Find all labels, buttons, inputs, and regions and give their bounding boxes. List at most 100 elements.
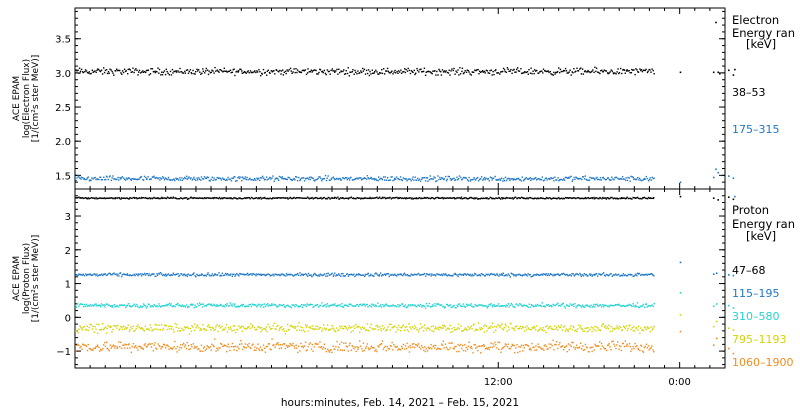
data-point <box>509 70 511 72</box>
data-point <box>236 306 238 308</box>
data-point <box>403 177 406 180</box>
data-point <box>540 197 543 199</box>
data-point <box>170 303 172 305</box>
data-point <box>466 179 469 181</box>
data-point <box>249 70 252 72</box>
data-point <box>123 68 126 70</box>
data-point <box>303 304 305 306</box>
data-point <box>525 197 527 200</box>
data-point <box>278 71 280 73</box>
data-point <box>402 197 405 200</box>
data-point <box>342 272 344 275</box>
data-point <box>431 273 433 275</box>
data-point <box>79 303 82 305</box>
data-point <box>151 342 153 345</box>
data-point <box>236 329 239 331</box>
data-point <box>245 328 248 330</box>
data-point <box>342 177 344 179</box>
data-point <box>317 177 319 180</box>
data-point <box>118 179 120 181</box>
data-point <box>496 273 498 275</box>
data-point <box>368 197 371 200</box>
data-point <box>601 306 603 308</box>
data-point <box>163 70 166 72</box>
data-point <box>112 305 114 307</box>
data-point <box>206 345 208 347</box>
data-point <box>606 326 609 328</box>
data-point <box>515 179 517 181</box>
data-point <box>202 350 204 352</box>
data-point <box>93 70 95 73</box>
data-point <box>228 178 230 181</box>
data-point <box>138 197 141 199</box>
data-point <box>318 176 320 178</box>
data-point <box>349 327 351 329</box>
data-point <box>525 71 528 74</box>
data-point <box>466 273 469 275</box>
data-point <box>185 69 188 71</box>
data-point <box>408 351 411 353</box>
data-point <box>485 69 488 71</box>
data-point <box>395 72 397 74</box>
data-point <box>194 197 196 199</box>
data-point <box>443 307 446 309</box>
data-point <box>571 71 573 73</box>
data-point <box>502 346 505 348</box>
data-point <box>632 303 634 305</box>
data-point <box>600 70 602 72</box>
data-point <box>613 343 615 345</box>
data-point <box>237 346 239 348</box>
data-point <box>133 196 135 199</box>
data-point <box>472 197 474 199</box>
data-point <box>294 273 296 276</box>
data-point <box>651 329 653 331</box>
data-point <box>177 302 179 305</box>
data-point <box>533 73 535 75</box>
data-point <box>516 344 518 346</box>
data-point <box>224 344 227 347</box>
data-point <box>317 73 319 75</box>
data-point <box>456 176 458 178</box>
data-point <box>312 328 314 330</box>
data-point <box>477 274 479 277</box>
data-point <box>634 306 636 308</box>
data-point <box>494 70 496 72</box>
data-point <box>425 71 427 73</box>
data-point <box>545 345 548 348</box>
data-point <box>283 303 285 306</box>
data-point <box>196 70 199 72</box>
data-point <box>474 197 477 200</box>
data-point <box>459 73 462 75</box>
data-point <box>631 198 633 200</box>
data-point <box>435 305 437 307</box>
data-point <box>489 346 491 348</box>
data-point <box>493 331 495 334</box>
data-point <box>395 176 398 178</box>
data-point <box>343 327 345 330</box>
data-point <box>482 70 484 72</box>
data-point <box>266 330 268 333</box>
data-point <box>569 176 571 178</box>
data-point <box>414 197 416 199</box>
data-point <box>588 179 591 181</box>
data-point <box>639 305 642 307</box>
data-point <box>311 344 313 346</box>
data-point <box>366 72 369 75</box>
data-point <box>269 197 271 199</box>
data-point <box>436 70 438 73</box>
data-point <box>135 68 137 70</box>
data-point <box>199 350 201 352</box>
data-point <box>732 177 735 179</box>
data-point <box>358 305 360 308</box>
data-point <box>164 273 167 275</box>
data-point <box>338 329 340 331</box>
data-point <box>401 197 404 199</box>
data-point <box>679 195 682 198</box>
data-point <box>633 197 635 199</box>
data-point <box>382 304 384 306</box>
data-point <box>599 177 602 179</box>
data-point <box>402 343 405 346</box>
data-point <box>137 349 139 351</box>
data-point <box>503 178 505 180</box>
data-point <box>539 70 542 73</box>
